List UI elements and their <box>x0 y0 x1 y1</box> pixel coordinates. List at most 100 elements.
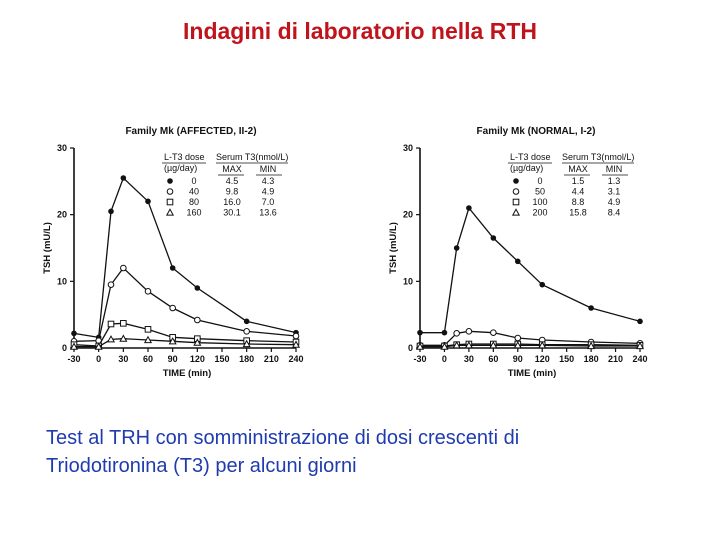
data-point <box>243 318 250 325</box>
data-point <box>243 328 250 335</box>
slide-caption: Test al TRH con somministrazione di dosi… <box>46 424 686 480</box>
data-point <box>120 320 127 327</box>
legend-dose-value: 100 <box>532 197 547 207</box>
data-point <box>120 175 127 181</box>
legend-max-value: 4.4 <box>572 187 585 197</box>
data-point <box>106 335 116 343</box>
chart-title: Family Mk (NORMAL, I-2) <box>477 126 596 137</box>
y-tick-label: 20 <box>57 210 67 220</box>
legend-dose-value: 0 <box>191 176 196 186</box>
data-point <box>143 335 153 344</box>
y-tick-label: 10 <box>403 276 413 286</box>
x-tick-label: 150 <box>559 354 574 364</box>
data-point <box>169 304 176 312</box>
data-point <box>441 329 448 336</box>
data-point <box>71 330 77 337</box>
legend-max-value: 15.8 <box>569 208 587 218</box>
legend-dose-unit: (µg/day) <box>164 163 197 173</box>
data-point <box>489 341 498 349</box>
data-point <box>465 328 473 335</box>
x-tick-label: 60 <box>143 354 153 364</box>
x-tick-label: 120 <box>190 354 205 364</box>
legend-min-header: MIN <box>606 164 623 174</box>
legend-max-value: 30.1 <box>223 208 241 218</box>
data-point <box>514 258 521 265</box>
data-point <box>417 329 423 336</box>
x-axis-title: TIME (min) <box>163 368 212 379</box>
chart-legend: L-T3 dose(µg/day) Serum T3(nmol/L) MAX MIN 0… <box>508 152 634 218</box>
legend-serum-header: Serum T3(nmol/L) <box>562 152 634 162</box>
legend-min-value: 4.9 <box>608 197 621 207</box>
data-point <box>107 320 115 328</box>
legend-marker <box>512 188 520 195</box>
data-point <box>193 338 202 346</box>
data-point <box>453 245 460 251</box>
chart-title: Family Mk (AFFECTED, II-2) <box>125 126 256 137</box>
data-point <box>513 341 522 349</box>
data-point <box>291 340 301 348</box>
data-point <box>69 342 79 350</box>
x-tick-label: 240 <box>288 354 303 364</box>
legend-dose-header: L-T3 dose <box>164 152 205 162</box>
x-tick-label: 30 <box>118 354 128 364</box>
series-dose-200 <box>415 341 645 350</box>
data-point <box>242 339 251 348</box>
x-tick-label: 60 <box>488 354 498 364</box>
data-point <box>194 316 201 324</box>
x-tick-label: 240 <box>632 354 647 364</box>
x-tick-label: 150 <box>214 354 229 364</box>
x-tick-label: 90 <box>168 354 178 364</box>
data-point <box>144 288 152 295</box>
data-point <box>587 341 596 350</box>
series-line <box>420 330 641 346</box>
x-tick-label: 120 <box>535 354 550 364</box>
legend-dose-value: 0 <box>537 176 542 186</box>
data-point <box>464 341 473 349</box>
legend-min-header: MIN <box>260 164 277 174</box>
y-tick-label: 0 <box>62 343 67 353</box>
y-axis-title: TSH (mU/L) <box>388 222 399 274</box>
legend-serum-header: Serum T3(nmol/L) <box>216 152 288 162</box>
data-point <box>144 326 152 333</box>
x-tick-label: 90 <box>513 354 523 364</box>
legend-max-value: 9.8 <box>226 187 239 197</box>
legend-min-value: 3.1 <box>608 187 621 197</box>
legend-marker <box>165 208 175 216</box>
x-tick-label: 210 <box>608 354 623 364</box>
data-point <box>119 334 128 342</box>
data-point <box>168 337 177 345</box>
legend-dose-value: 50 <box>535 187 545 197</box>
x-tick-label: 0 <box>96 354 101 364</box>
data-point <box>440 342 449 350</box>
slide-title: Indagini di laboratorio nella RTH <box>183 18 537 44</box>
legend-min-value: 8.4 <box>608 208 621 218</box>
data-point <box>538 341 547 349</box>
y-tick-label: 10 <box>57 276 67 286</box>
legend-marker <box>167 178 173 184</box>
data-point <box>490 329 497 336</box>
data-point <box>452 341 461 349</box>
data-point <box>588 305 594 311</box>
y-tick-label: 30 <box>57 143 67 153</box>
legend-dose-unit: (µg/day) <box>510 163 543 173</box>
legend-min-value: 7.0 <box>262 197 275 207</box>
legend-max-header: MAX <box>222 164 242 174</box>
data-point <box>94 342 103 350</box>
data-point <box>120 264 127 272</box>
y-tick-label: 30 <box>403 143 413 153</box>
series-dose-40 <box>70 264 300 345</box>
legend-dose-value: 80 <box>189 197 199 207</box>
legend-max-value: 8.8 <box>572 197 585 207</box>
x-tick-label: 180 <box>584 354 599 364</box>
legend-dose-value: 160 <box>186 208 201 218</box>
data-point <box>194 285 201 291</box>
y-axis-title: TSH (mU/L) <box>42 222 53 274</box>
legend-max-value: 1.5 <box>572 176 585 186</box>
data-point <box>108 208 114 215</box>
legend-min-value: 4.9 <box>262 187 275 197</box>
data-point <box>539 281 546 288</box>
data-point <box>145 198 151 205</box>
